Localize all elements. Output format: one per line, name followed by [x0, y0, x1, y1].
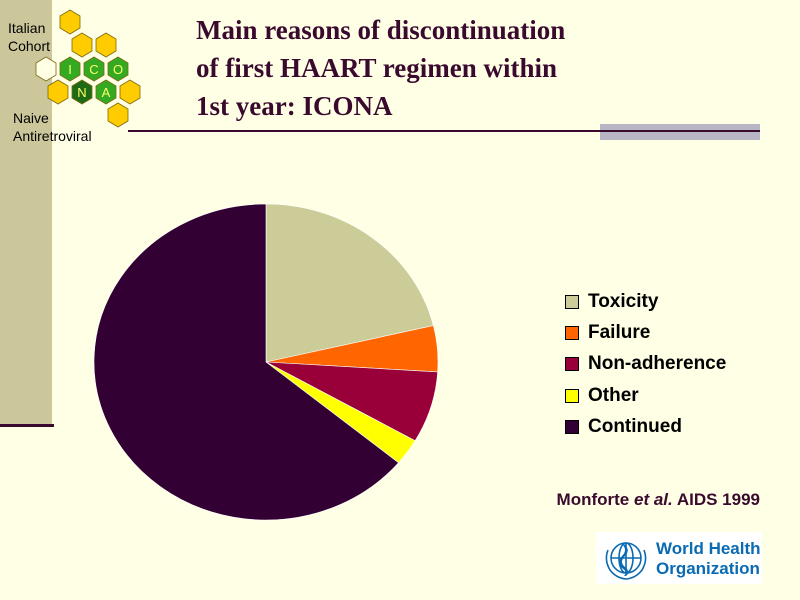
legend-item-failure: Failure [565, 322, 650, 344]
hex-yellow-icon [119, 79, 141, 105]
citation-etal: et al. [633, 490, 673, 509]
legend-label: Failure [588, 322, 651, 343]
cohort-label: Italian Cohort [8, 20, 51, 54]
legend-item-toxicity: Toxicity [565, 291, 658, 313]
hex-letter: I [68, 62, 72, 77]
pie-slice-toxicity [265, 203, 434, 363]
hex-letter-c-icon [83, 56, 105, 82]
hex-letter: N [77, 85, 86, 100]
who-emblem-icon [605, 542, 647, 580]
pie-slice-continued [93, 203, 399, 521]
legend-swatch [565, 389, 579, 403]
who-logo: World Health Organization [596, 532, 762, 584]
legend-swatch [565, 295, 579, 309]
hex-letter-a-icon [95, 79, 117, 105]
hex-yellow-icon [47, 79, 69, 105]
citation: Monforte et al. AIDS 1999 [557, 490, 760, 510]
legend-swatch [565, 326, 579, 340]
hex-yellow-icon [59, 9, 81, 35]
chart-legend: Toxicity Failure Non-adherence Other Con… [557, 285, 760, 443]
who-logo-text: World Health Organization [656, 539, 761, 578]
hex-yellow-icon [107, 102, 129, 128]
slide-title: Main reasons of discontinuation of first… [196, 15, 566, 121]
hex-letter-o-icon [107, 56, 129, 82]
citation-author: Monforte [556, 490, 630, 509]
title-rule-accent [600, 124, 760, 140]
legend-label: Non-adherence [588, 353, 727, 374]
citation-journal: AIDS 1999 [676, 490, 760, 509]
hex-white-icon [35, 56, 57, 82]
icona-logo-icon: I C O N A [35, 9, 141, 128]
legend-item-non-adherence: Non-adherence [565, 353, 726, 375]
hex-letter: O [113, 62, 123, 77]
hex-letter-i-icon [59, 56, 81, 82]
hex-letter: C [89, 62, 98, 77]
legend-item-continued: Continued [565, 416, 682, 438]
hex-letter: A [102, 85, 111, 100]
legend-item-other: Other [565, 385, 639, 407]
legend-label: Continued [588, 416, 682, 437]
legend-label: Other [588, 385, 639, 406]
naive-antiretroviral-label: Naive Antiretroviral [13, 110, 92, 144]
hex-yellow-icon [71, 32, 93, 58]
legend-label: Toxicity [588, 291, 659, 312]
sidebar-divider [0, 424, 54, 427]
title-rule [128, 130, 760, 132]
legend-swatch [565, 420, 579, 434]
hex-yellow-icon [95, 32, 117, 58]
hex-letter-n-icon [71, 79, 93, 105]
legend-swatch [565, 357, 579, 371]
